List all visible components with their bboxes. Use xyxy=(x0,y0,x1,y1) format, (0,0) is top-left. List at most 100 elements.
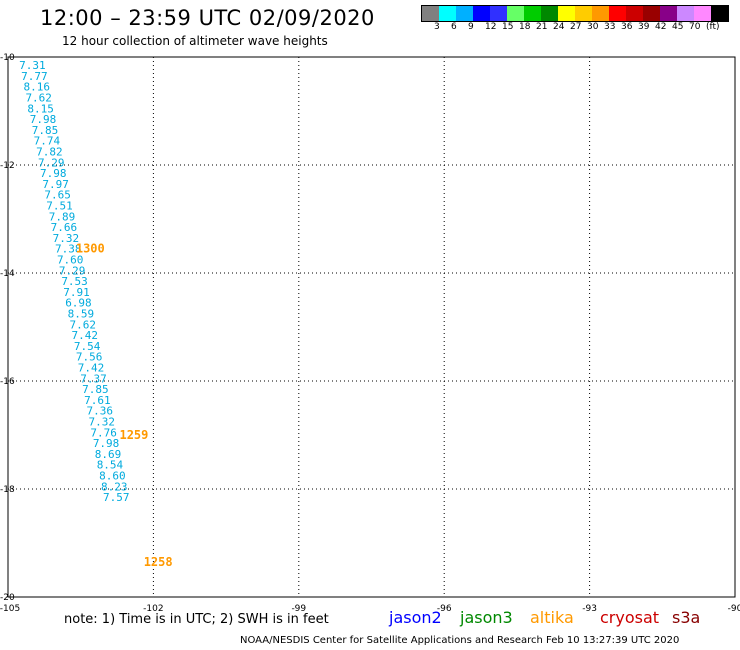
swh-value: 8.60 xyxy=(99,470,126,483)
swh-value: 7.85 xyxy=(82,383,109,396)
swh-value: 8.59 xyxy=(68,308,95,321)
y-tick-label: -20 xyxy=(0,593,15,603)
legend-label: 24 xyxy=(553,22,565,32)
x-tick-label: -99 xyxy=(291,604,306,614)
legend-swatch xyxy=(694,6,711,21)
satellite-jason3: jason3 xyxy=(460,608,513,627)
swh-value: 7.74 xyxy=(34,135,61,148)
swh-value: 7.32 xyxy=(53,232,80,245)
legend-swatch xyxy=(609,6,626,21)
swh-value: 7.98 xyxy=(30,113,56,126)
legend-label: 3 xyxy=(434,22,440,32)
swh-value: 7.51 xyxy=(46,200,73,213)
color-scale-legend xyxy=(421,5,729,22)
satellite-s3a: s3a xyxy=(672,608,701,627)
legend-label: 27 xyxy=(570,22,582,32)
swh-value: 7.54 xyxy=(74,340,101,353)
swh-value: 7.29 xyxy=(38,156,65,169)
swh-value: 8.54 xyxy=(97,459,124,472)
swh-value: 8.69 xyxy=(95,448,122,461)
legend-label: 70 xyxy=(689,22,701,32)
footer-note: note: 1) Time is in UTC; 2) SWH is in fe… xyxy=(64,612,329,627)
legend-swatch xyxy=(456,6,473,21)
swh-value: 7.89 xyxy=(49,210,76,223)
swh-value: 7.62 xyxy=(25,92,51,105)
legend-swatch xyxy=(507,6,524,21)
y-tick-label: -12 xyxy=(0,161,15,171)
satellite-altika: altika xyxy=(530,608,574,627)
legend-label: 42 xyxy=(655,22,667,32)
legend-label: 12 xyxy=(485,22,497,32)
swh-value: 7.42 xyxy=(78,362,105,375)
swh-value: 8.16 xyxy=(24,81,50,94)
swh-value: 7.91 xyxy=(63,286,90,299)
swh-value: 7.98 xyxy=(40,167,67,180)
time-label: 1300 xyxy=(76,242,105,256)
swh-value: 7.65 xyxy=(44,189,71,202)
legend-swatch xyxy=(490,6,507,21)
swh-value: 8.15 xyxy=(27,102,53,115)
legend-label: 36 xyxy=(621,22,633,32)
legend-swatch xyxy=(626,6,643,21)
legend-label: 30 xyxy=(587,22,599,32)
legend-label: 39 xyxy=(638,22,650,32)
plot-frame xyxy=(7,56,736,598)
swh-value: 7.37 xyxy=(80,372,107,385)
swh-value: 7.61 xyxy=(84,394,111,407)
swh-value: 7.32 xyxy=(88,416,115,429)
legend-swatch xyxy=(473,6,490,21)
time-label: 1259 xyxy=(119,428,148,442)
x-tick-label: -102 xyxy=(143,604,163,614)
swh-value: 7.85 xyxy=(32,124,58,137)
y-tick-label: -16 xyxy=(0,377,15,387)
legend-swatch xyxy=(592,6,609,21)
swh-value: 7.97 xyxy=(42,178,68,191)
swh-value: 7.31 xyxy=(19,59,45,72)
legend-label: 21 xyxy=(536,22,548,32)
y-tick-label: -10 xyxy=(0,53,15,63)
swh-value: 7.57 xyxy=(103,491,129,504)
legend-swatch xyxy=(422,6,439,21)
legend-label: 6 xyxy=(451,22,457,32)
legend-swatch xyxy=(439,6,456,21)
swh-value: 7.42 xyxy=(71,329,98,342)
legend-label: (ft) xyxy=(706,22,720,32)
legend-label: 9 xyxy=(468,22,474,32)
y-tick-label: -14 xyxy=(0,269,15,279)
satellite-cryosat: cryosat xyxy=(600,608,660,627)
legend-swatch xyxy=(575,6,592,21)
time-label: 1258 xyxy=(144,555,173,569)
legend-label: 33 xyxy=(604,22,616,32)
swh-value: 7.62 xyxy=(70,318,97,331)
swh-value: 7.60 xyxy=(57,254,84,267)
credit-line: NOAA/NESDIS Center for Satellite Applica… xyxy=(240,635,680,646)
color-scale-labels: 3 6 9 12 15 18 21 24 27 30 33 36 39 42 45 70 (ft) xyxy=(421,22,740,34)
swh-value: 7.29 xyxy=(59,264,86,277)
swh-value: 7.77 xyxy=(21,70,47,83)
swh-value: 7.36 xyxy=(87,405,114,418)
swh-value: 7.98 xyxy=(93,437,120,450)
legend-label: 45 xyxy=(672,22,684,32)
swh-value: 7.66 xyxy=(51,221,78,234)
legend-swatch xyxy=(677,6,694,21)
x-tick-label: -93 xyxy=(582,604,597,614)
satellite-jason2: jason2 xyxy=(389,608,442,627)
legend-swatch xyxy=(660,6,677,21)
swh-value: 7.82 xyxy=(36,146,63,159)
chart-title: 12:00 – 23:59 UTC 02/09/2020 xyxy=(40,6,375,30)
y-tick-label: -18 xyxy=(0,485,15,495)
legend-swatch xyxy=(558,6,575,21)
chart-subtitle: 12 hour collection of altimeter wave hei… xyxy=(62,34,328,48)
legend-swatch xyxy=(541,6,558,21)
x-tick-label: -105 xyxy=(0,604,20,614)
legend-swatch xyxy=(711,6,728,21)
swh-value: 7.38 xyxy=(55,243,82,256)
x-tick-label: -90 xyxy=(728,604,740,614)
swh-value: 7.53 xyxy=(61,275,88,288)
swh-value: 8.23 xyxy=(101,480,128,493)
x-tick-label: -96 xyxy=(437,604,452,614)
legend-swatch xyxy=(643,6,660,21)
legend-swatch xyxy=(524,6,541,21)
swh-value: 7.76 xyxy=(90,426,117,439)
